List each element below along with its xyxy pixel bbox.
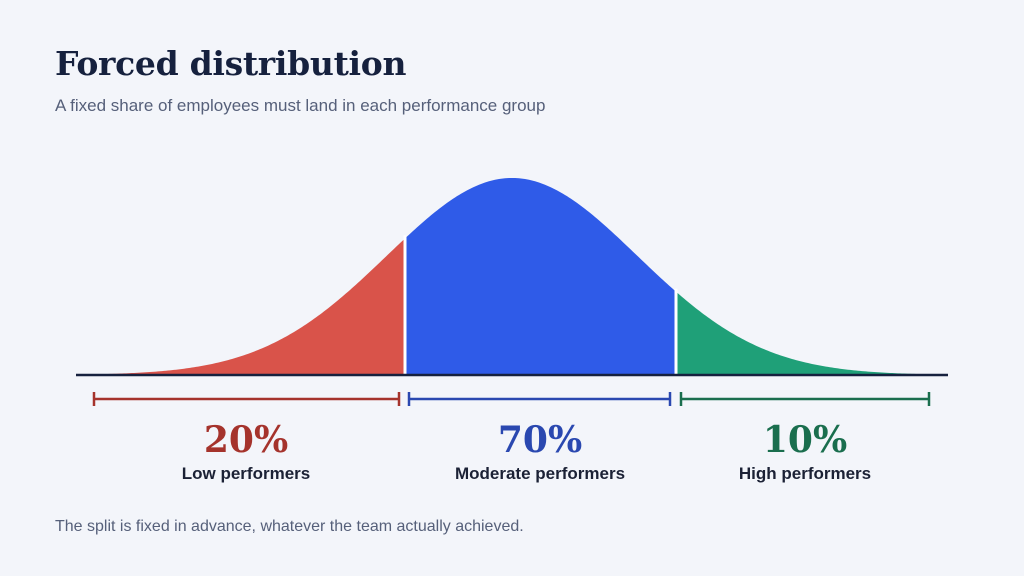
group-low: 20% Low performers: [116, 418, 376, 484]
footnote: The split is fixed in advance, whatever …: [55, 518, 524, 535]
moderate-performers-bracket: [407, 392, 672, 406]
low-performers-bracket: [92, 392, 401, 406]
high-performers-area: [676, 291, 948, 375]
low-performers-percent: 20%: [203, 419, 289, 461]
group-moderate: 70% Moderate performers: [410, 418, 670, 484]
moderate-performers-percent: 70%: [497, 419, 583, 461]
low-performers-label: Low performers: [181, 464, 311, 483]
page-subtitle: A fixed share of employees must land in …: [55, 96, 546, 115]
moderate-performers-area: [405, 178, 676, 375]
high-performers-label: High performers: [738, 464, 872, 483]
moderate-performers-label: Moderate performers: [454, 464, 626, 483]
group-high: 10% High performers: [675, 418, 935, 484]
page-title: Forced distribution: [55, 44, 407, 83]
low-performers-area: [76, 238, 405, 375]
high-performers-percent: 10%: [762, 419, 848, 461]
high-performers-bracket: [679, 392, 931, 406]
